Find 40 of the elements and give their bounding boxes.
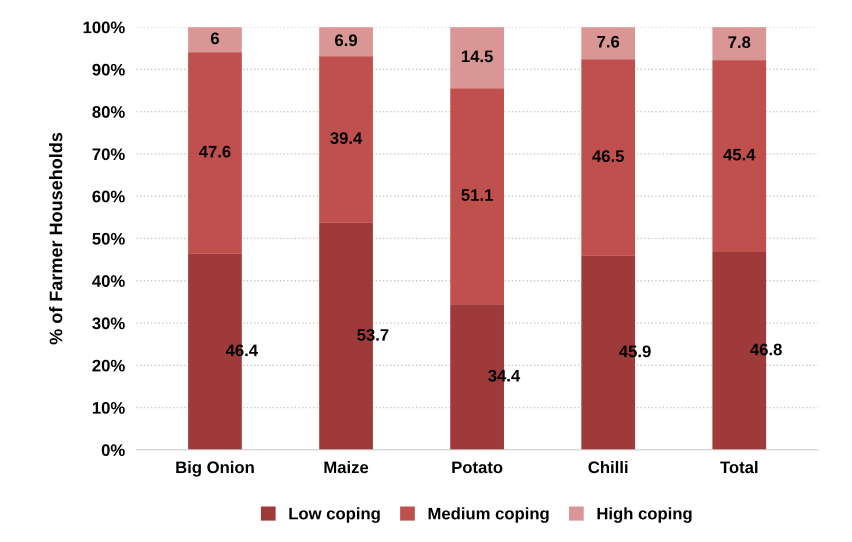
- x-tick-label: Big Onion: [176, 460, 254, 477]
- y-axis-title: % of Farmer Households: [49, 132, 62, 344]
- y-tick-label: 50%: [92, 232, 125, 245]
- legend-label: Medium coping: [428, 507, 549, 523]
- bar: [319, 56, 373, 223]
- y-tick-label: 30%: [92, 317, 125, 330]
- y-tick-label: 0%: [102, 444, 125, 456]
- y-tick-label: 90%: [92, 64, 125, 76]
- data-label: 45.4: [723, 148, 756, 161]
- y-tick-label: 20%: [92, 360, 125, 372]
- y-tick-label: 10%: [92, 402, 125, 414]
- legend-label: Low coping: [289, 507, 380, 523]
- data-label: 46.5: [592, 150, 624, 162]
- y-tick-label: 40%: [92, 275, 125, 287]
- bar: [450, 27, 504, 88]
- data-label: 6: [210, 32, 219, 44]
- x-tick-label: Chilli: [588, 460, 628, 474]
- bar: [581, 27, 636, 60]
- bar: [450, 88, 504, 304]
- data-label: 7.6: [597, 36, 620, 48]
- bar: [581, 59, 636, 256]
- x-tick-label: Maize: [324, 460, 368, 474]
- x-tick-label: Total: [720, 460, 758, 474]
- data-label: 39.4: [330, 132, 362, 144]
- x-tick-label: Potato: [452, 462, 502, 474]
- data-label: 14.5: [462, 50, 493, 62]
- y-tick-label: 80%: [92, 106, 125, 118]
- bar: [188, 27, 242, 52]
- data-label: 7.8: [728, 36, 750, 48]
- bar: [712, 60, 766, 252]
- data-label: 47.6: [199, 146, 231, 158]
- bar: [188, 52, 242, 254]
- y-tick-label: 70%: [92, 148, 125, 160]
- bar: [712, 27, 766, 60]
- y-tick-label: 100%: [84, 22, 125, 34]
- data-label: 6.9: [335, 34, 358, 46]
- bar: [319, 27, 373, 56]
- data-label: 51.1: [461, 189, 493, 201]
- legend-label: High coping: [597, 507, 692, 523]
- y-tick-label: 60%: [92, 190, 125, 202]
